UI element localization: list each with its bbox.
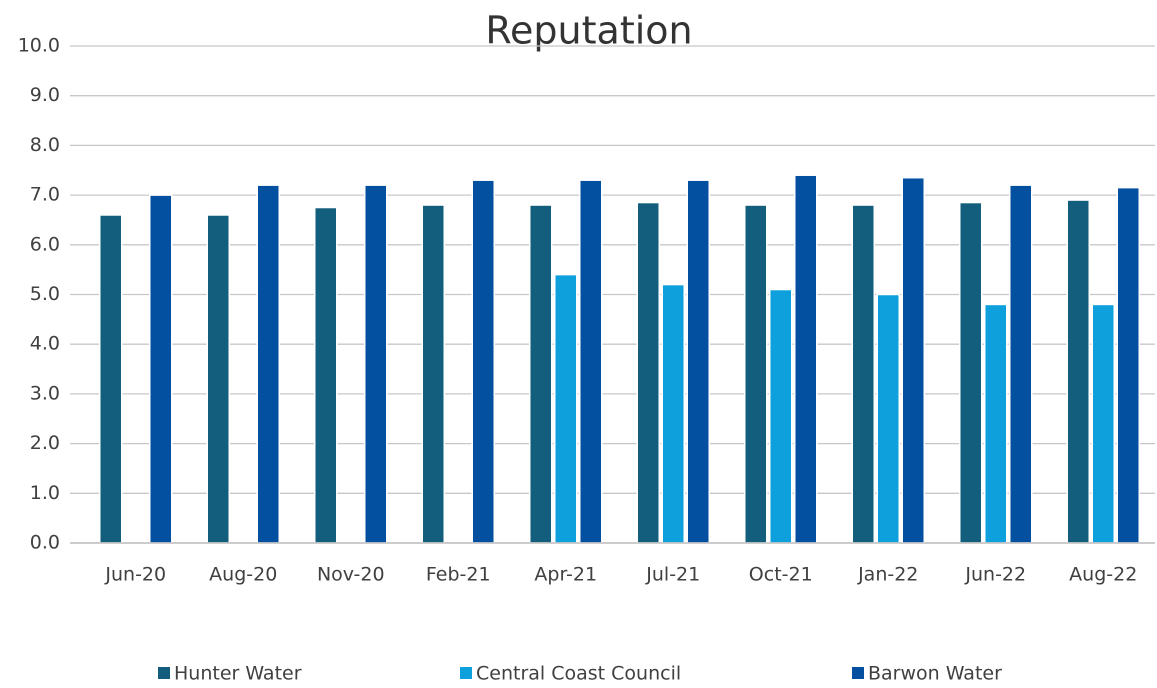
x-tick-label: Feb-21 xyxy=(426,564,491,586)
legend-label: Barwon Water xyxy=(868,663,1002,685)
x-tick-label: Aug-20 xyxy=(209,564,277,586)
bar xyxy=(529,204,553,544)
bar xyxy=(149,194,173,544)
y-tick-label: 10.0 xyxy=(18,35,60,57)
x-tick-label: Nov-20 xyxy=(317,564,385,586)
y-tick-label: 4.0 xyxy=(30,333,60,355)
y-tick-label: 8.0 xyxy=(30,134,60,156)
bar xyxy=(901,176,925,544)
bar xyxy=(984,303,1008,544)
bar xyxy=(421,204,445,544)
x-tick-label: Apr-21 xyxy=(534,564,597,586)
x-tick-label: Oct-21 xyxy=(749,564,813,586)
y-tick-label: 2.0 xyxy=(30,432,60,454)
bar xyxy=(471,179,495,544)
bar xyxy=(794,174,818,544)
bar xyxy=(1091,303,1115,544)
bar xyxy=(1116,186,1140,544)
chart-title: Reputation xyxy=(485,9,692,53)
bar xyxy=(661,283,685,544)
legend-label: Central Coast Council xyxy=(476,663,681,685)
bar xyxy=(686,179,710,544)
legend-swatch xyxy=(158,667,170,679)
bar xyxy=(579,179,603,544)
bar xyxy=(256,184,280,544)
bar xyxy=(206,214,230,544)
y-tick-label: 3.0 xyxy=(30,382,60,404)
y-tick-label: 5.0 xyxy=(30,283,60,305)
bar xyxy=(769,288,793,544)
y-tick-label: 9.0 xyxy=(30,84,60,106)
bar xyxy=(851,204,875,544)
y-tick-label: 6.0 xyxy=(30,233,60,255)
bar xyxy=(636,201,660,544)
y-tick-label: 1.0 xyxy=(30,482,60,504)
x-tick-label: Jan-22 xyxy=(857,564,918,586)
bar xyxy=(554,273,578,544)
y-tick-label: 0.0 xyxy=(30,532,60,554)
x-tick-label: Jul-21 xyxy=(645,564,700,586)
bar xyxy=(959,201,983,544)
bar xyxy=(876,293,900,544)
bar xyxy=(1066,199,1090,544)
legend-swatch xyxy=(460,667,472,679)
x-tick-label: Jun-20 xyxy=(104,564,166,586)
bar xyxy=(364,184,388,544)
bar xyxy=(314,206,338,544)
y-tick-label: 7.0 xyxy=(30,184,60,206)
x-tick-label: Aug-22 xyxy=(1069,564,1137,586)
legend-swatch xyxy=(852,667,864,679)
bar xyxy=(744,204,768,544)
bar xyxy=(99,214,123,544)
bar xyxy=(1009,184,1033,544)
x-tick-label: Jun-22 xyxy=(964,564,1026,586)
legend-label: Hunter Water xyxy=(174,663,302,685)
